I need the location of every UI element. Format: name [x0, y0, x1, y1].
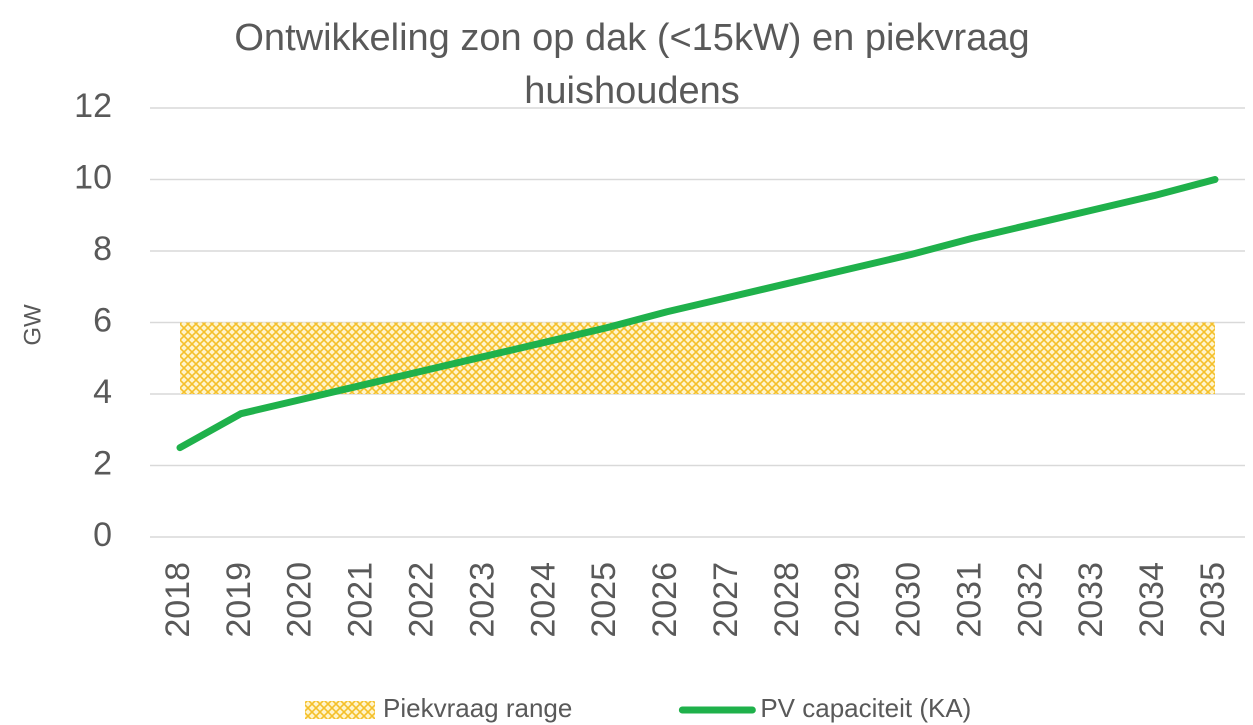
x-tick-label: 2032 [1011, 562, 1049, 638]
y-tick-label: 6 [93, 301, 112, 339]
line-series [176, 176, 1219, 452]
x-tick-label: 2028 [768, 562, 806, 638]
y-tick-label: 8 [93, 230, 112, 268]
x-tick-label: 2024 [524, 562, 562, 638]
x-tick-label: 2029 [829, 562, 867, 638]
x-tick-label: 2023 [463, 562, 501, 638]
y-tick-label: 10 [74, 158, 112, 196]
x-tick-label: 2027 [707, 562, 745, 638]
y-tick-label: 0 [93, 516, 112, 554]
legend-label: Piekvraag range [383, 693, 572, 723]
legend-label: PV capaciteit (KA) [760, 693, 971, 723]
x-tick-label: 2022 [403, 562, 441, 638]
chart-title: Ontwikkeling zon op dak (<15kW) en piekv… [234, 17, 1029, 59]
x-tick-label: 2034 [1133, 562, 1171, 638]
x-tick-label: 2035 [1194, 562, 1232, 638]
x-tick-label: 2033 [1072, 562, 1110, 638]
x-tick-label: 2018 [159, 562, 197, 638]
y-axis-label: GW [19, 304, 46, 346]
chart-title: huishoudens [524, 70, 740, 112]
x-tick-label: 2019 [220, 562, 258, 638]
x-tick-label: 2025 [585, 562, 623, 638]
y-tick-label: 4 [93, 373, 112, 411]
x-tick-label: 2026 [646, 562, 684, 638]
y-tick-label: 2 [93, 444, 112, 482]
x-tick-label: 2030 [890, 562, 928, 638]
y-tick-label: 12 [74, 87, 112, 125]
x-tick-label: 2021 [342, 562, 380, 638]
legend-swatch [305, 701, 375, 719]
x-tick-label: 2031 [950, 562, 988, 638]
band-area [180, 322, 1215, 394]
x-tick-label: 2020 [281, 562, 319, 638]
